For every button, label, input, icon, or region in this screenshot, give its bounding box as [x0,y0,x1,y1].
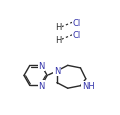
Text: Cl: Cl [72,19,81,28]
Text: N: N [38,81,45,90]
Text: N: N [38,61,45,70]
Text: Cl: Cl [72,31,81,40]
Text: H: H [55,23,62,32]
Text: N: N [54,67,60,76]
Text: H: H [55,35,62,44]
Text: NH: NH [82,81,95,90]
